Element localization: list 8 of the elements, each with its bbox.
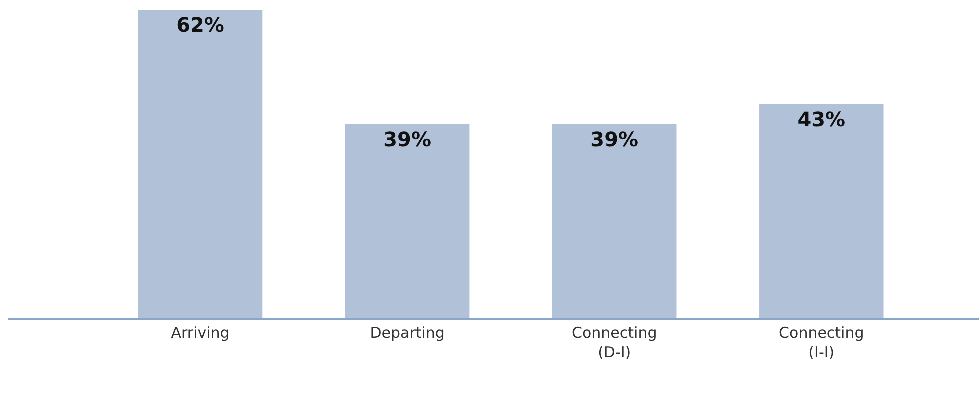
x-tick-label: Arriving: [171, 324, 230, 342]
data-label: 62%: [176, 13, 224, 37]
data-label: 39%: [590, 127, 639, 152]
x-tick-label: Connecting (I-I): [779, 324, 864, 362]
data-label: 39%: [384, 127, 432, 152]
data-label: 43%: [798, 107, 846, 132]
x-tick-label: Departing: [370, 324, 445, 342]
x-tick-label: Connecting (D-I): [572, 324, 658, 362]
